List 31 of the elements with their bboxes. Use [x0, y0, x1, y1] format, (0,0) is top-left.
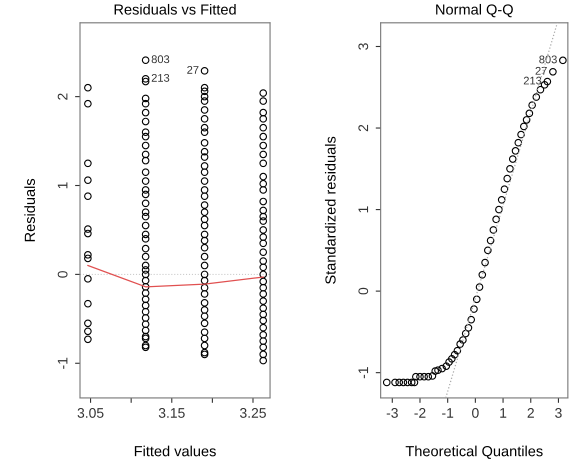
- x-axis-title: Theoretical Quantiles: [406, 446, 543, 459]
- y-tick-label: 1: [58, 182, 68, 188]
- annotation: 27: [187, 66, 198, 74]
- y-tick-label: 2: [58, 93, 68, 100]
- annotation: 213: [524, 76, 542, 85]
- y-tick-label: 0: [58, 271, 68, 278]
- x-tick-label: 3.05: [78, 408, 104, 418]
- annotation: 27: [536, 66, 547, 75]
- chart-title: Residuals vs Fitted: [114, 4, 236, 15]
- x-tick-label: 3.15: [158, 408, 185, 418]
- annotation: 213: [152, 74, 170, 82]
- y-axis-title: Residuals: [24, 178, 36, 242]
- y-tick-label: 0: [358, 288, 368, 294]
- y-tick-label: 1: [358, 206, 368, 212]
- x-tick-label: 3: [555, 408, 562, 418]
- x-tick-label: 0: [472, 408, 479, 418]
- x-tick-label: 1: [500, 408, 506, 418]
- x-axis-title: Fitted values: [134, 446, 216, 456]
- y-axis-title: Standardized residuals: [324, 136, 336, 284]
- chart-title: Normal Q-Q: [436, 4, 513, 18]
- x-tick-label: 3.25: [240, 408, 266, 418]
- x-tick-label: -1: [442, 408, 454, 418]
- y-tick-label: 3: [358, 43, 368, 50]
- annotation: 803: [152, 55, 170, 64]
- x-tick-label: 2: [528, 408, 534, 418]
- x-tick-label: -2: [414, 408, 426, 418]
- y-tick-label: -1: [358, 367, 368, 378]
- x-tick-label: -3: [386, 408, 398, 418]
- annotation: 803: [539, 55, 557, 64]
- y-tick-label: -1: [58, 358, 68, 369]
- y-tick-label: 2: [358, 124, 368, 132]
